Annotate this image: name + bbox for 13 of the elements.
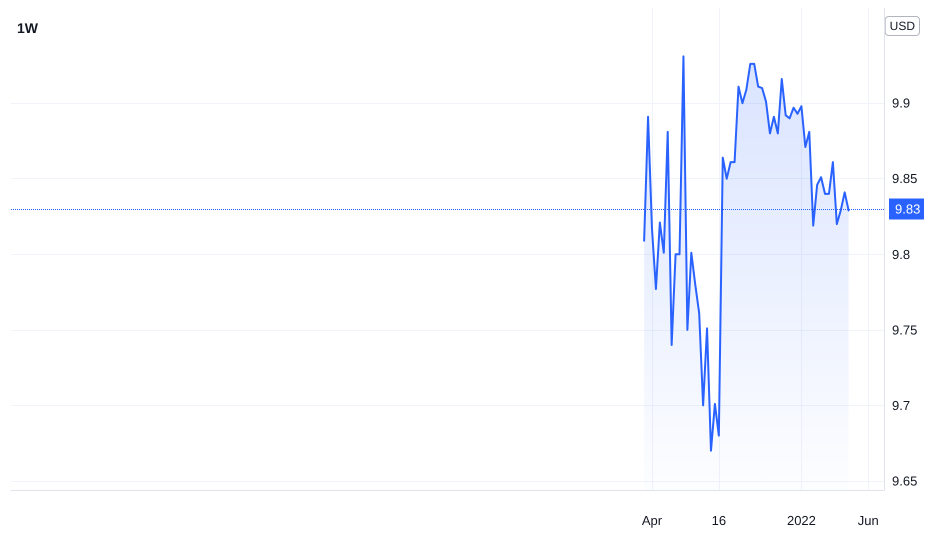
x-tick-label: Apr <box>642 513 663 528</box>
x-tick-label: 16 <box>712 513 726 528</box>
y-tick-label: 9.85 <box>892 171 918 186</box>
y-tick-label: 9.65 <box>892 473 918 488</box>
y-tick-label: 9.75 <box>892 322 918 338</box>
x-tick-label: Jun <box>858 513 879 528</box>
y-tick-label: 9.8 <box>892 246 910 262</box>
x-tick-label: 2022 <box>786 513 816 528</box>
y-tick-label: 9.7 <box>892 398 910 413</box>
text: 1W <box>17 20 39 36</box>
y-axis-title: USD <box>890 19 916 33</box>
ref-line-label: 9.83 <box>895 201 920 216</box>
y-tick-label: 9.9 <box>892 96 910 111</box>
